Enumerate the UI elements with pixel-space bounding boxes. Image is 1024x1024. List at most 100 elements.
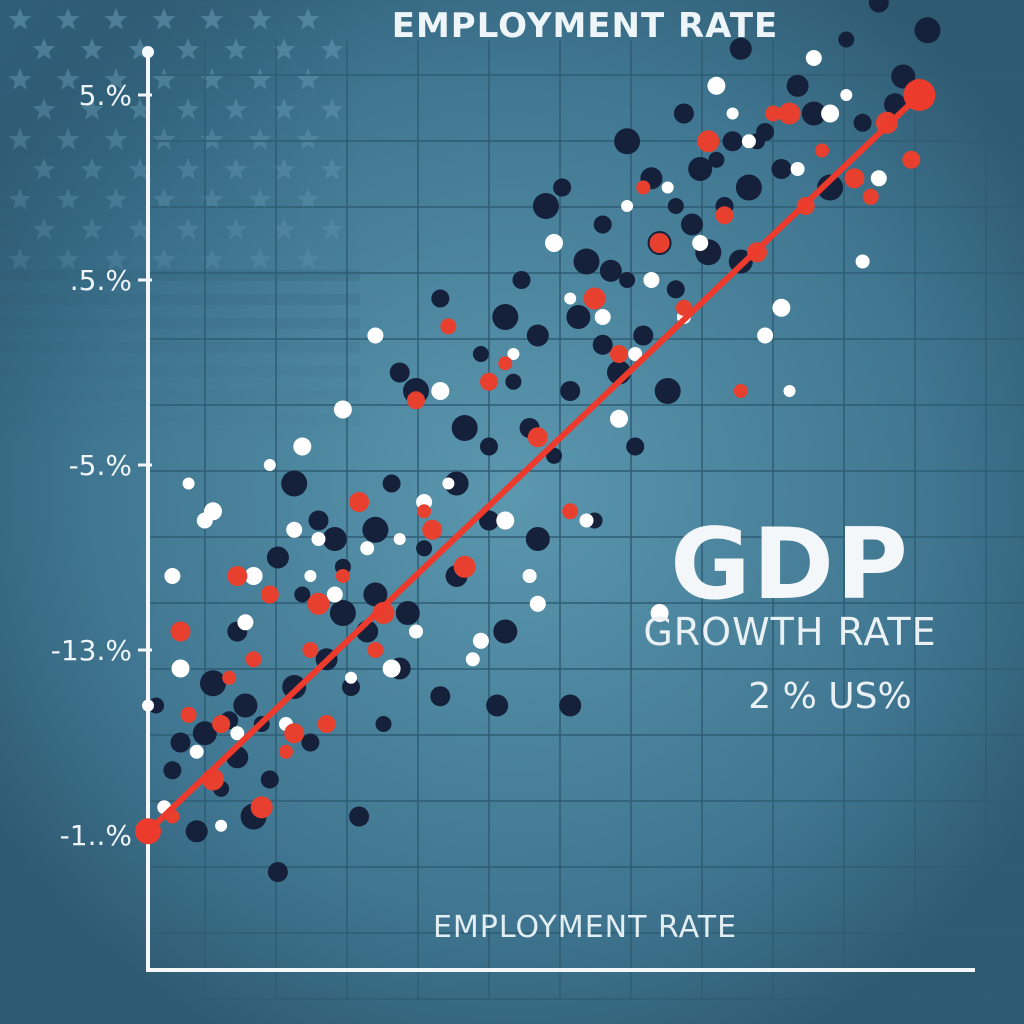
scatter-point-red [227,566,248,586]
scatter-point-dark [480,437,498,456]
flag-star [320,218,344,240]
scatter-point-dark [492,304,519,330]
flag-star [200,128,224,150]
scatter-point-white [507,348,520,360]
flag-star [224,38,248,60]
flag-star [296,68,320,90]
flag-star [152,68,176,90]
flag-star [104,68,128,90]
y-tick-label: -1..% [60,819,132,852]
scatter-point-dark [505,373,522,390]
scatter-point-dark [593,215,612,234]
gdp-note: 2 % US% [748,676,912,717]
scatter-point-red [170,621,191,642]
gdp-heading: GDP [670,508,910,622]
scatter-point-white [360,541,375,556]
flag-star [8,128,32,150]
scatter-point-red [453,555,476,578]
flag-star [32,38,56,60]
flag-star [248,248,272,270]
scatter-points [142,0,941,882]
scatter-point-dark [868,0,889,13]
y-axis-cap [142,46,154,58]
scatter-point-red [715,206,734,225]
flag-stripe [0,270,360,281]
scatter-point-red [212,715,231,733]
scatter-point-dark [322,527,347,551]
scatter-point-red [815,143,829,158]
flag-star [56,188,80,210]
scatter-point-white [345,671,357,684]
scatter-point-white [496,511,515,530]
flag-star [32,218,56,240]
scatter-point-white [326,586,343,603]
scatter-point-red [697,130,720,153]
flag-star [8,188,32,210]
scatter-point-dark [266,546,289,569]
flag-star [176,98,200,120]
scatter-point-dark [329,600,356,626]
flag-star [152,188,176,210]
flag-star [296,188,320,210]
scatter-point-dark [170,732,191,753]
scatter-point-dark [163,761,182,780]
scatter-point-red [222,670,237,685]
flag-star [56,248,80,270]
scatter-point-white [840,89,853,101]
scatter-point-dark [560,381,581,401]
flag-star [128,218,152,240]
flag-star [320,38,344,60]
scatter-point-dark [599,259,622,282]
scatter-point-white [182,477,195,490]
scatter-point-dark [592,334,613,355]
scatter-point-dark [362,516,389,543]
scatter-point-red [498,356,513,371]
scatter-point-dark [493,619,518,644]
scatter-point-white [465,652,480,667]
scatter-point-white [772,298,791,317]
scatter-point-white [643,272,660,288]
scatter-point-white [564,292,577,305]
scatter-point-red [527,427,548,448]
scatter-point-white [757,327,774,344]
scatter-point-dark [771,159,792,179]
scatter-point-dark [532,193,559,219]
scatter-point-white [409,624,423,639]
flag-star [8,68,32,90]
scatter-point-red [260,585,279,604]
y-tick-labels: 5.% .5.% -5.% -13.% -1..% [51,79,152,852]
scatter-point-dark [301,733,320,752]
flag-star [152,248,176,270]
flag-stripe [0,318,360,329]
scatter-point-dark [654,378,681,404]
scatter-point-white [293,437,312,456]
scatter-point-red [765,105,782,122]
flag-star [80,98,104,120]
trend-line [145,92,923,835]
scatter-point-white [783,385,796,397]
scatter-point-dark [756,123,775,141]
scatter-point-white [472,632,489,649]
flag-star [104,8,128,30]
scatter-point-dark [853,113,872,132]
scatter-point-dark [735,174,762,201]
scatter-point-dark [526,324,549,347]
scatter-point-dark [817,174,844,201]
y-tick-label: -13.% [51,634,132,667]
scatter-point-white [215,819,228,832]
scatter-point-white [628,347,643,361]
scatter-point-white [529,595,546,612]
scatter-point-dark [282,675,307,699]
scatter-point-red [862,188,879,205]
scatter-point-white [707,76,726,95]
scatter-point-white [726,107,739,120]
flag-star [152,8,176,30]
scatter-point-dark [619,272,636,288]
flag-star [200,188,224,210]
scatter-point-white [621,200,634,212]
scatter-point-red [778,102,801,125]
flag-star [200,248,224,270]
scatter-point-red [440,318,457,335]
scatter-point-dark [681,213,703,236]
scatter-point-white [230,726,245,741]
